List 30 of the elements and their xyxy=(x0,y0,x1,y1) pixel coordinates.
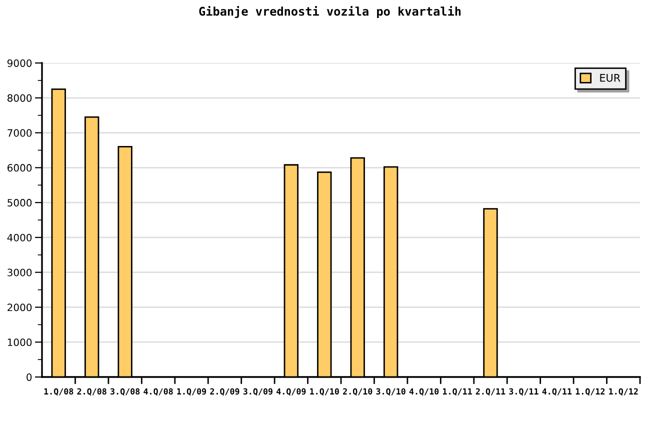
legend-label: EUR xyxy=(600,74,620,82)
y-tick-label: 7000 xyxy=(8,129,32,137)
y-tick-label: 1000 xyxy=(8,338,32,346)
x-tick-label: 2.Q/09 xyxy=(210,388,240,396)
x-tick-label: 2.Q/10 xyxy=(343,388,372,396)
x-tick-label: 4.Q/08 xyxy=(144,388,173,396)
x-tick-label: 2.Q/08 xyxy=(77,388,106,396)
x-tick-label: 1.Q/11 xyxy=(442,388,472,396)
y-tick-label: 0 xyxy=(26,373,32,381)
x-tick-label: 4.Q/11 xyxy=(542,388,572,396)
x-tick-label: 1.Q/12 xyxy=(609,388,638,396)
x-tick-label: 1.Q/09 xyxy=(177,388,206,396)
x-tick-label: 3.Q/09 xyxy=(243,388,272,396)
chart-title: Gibanje vrednosti vozila po kvartalih xyxy=(199,6,461,18)
y-tick-label: 2000 xyxy=(8,304,32,312)
x-tick-label: 1.Q/12 xyxy=(576,388,605,396)
y-tick-label: 3000 xyxy=(8,268,32,276)
x-tick-label: 1.Q/10 xyxy=(310,388,339,396)
y-tick-label: 5000 xyxy=(8,198,32,206)
y-tick-label: 8000 xyxy=(8,94,32,102)
x-tick-label: 4.Q/09 xyxy=(276,388,306,396)
x-tick-label: 1.Q/08 xyxy=(44,388,74,396)
x-tick-label: 3.Q/10 xyxy=(376,388,406,396)
x-tick-label: 4.Q/10 xyxy=(409,388,439,396)
x-tick-label: 3.Q/11 xyxy=(509,388,538,396)
x-tick-label: 2.Q/11 xyxy=(476,388,506,396)
y-tick-label: 6000 xyxy=(8,164,32,172)
y-tick-label: 9000 xyxy=(7,59,32,67)
x-tick-label: 3.Q/08 xyxy=(110,388,140,396)
y-tick-label: 4000 xyxy=(7,234,32,242)
